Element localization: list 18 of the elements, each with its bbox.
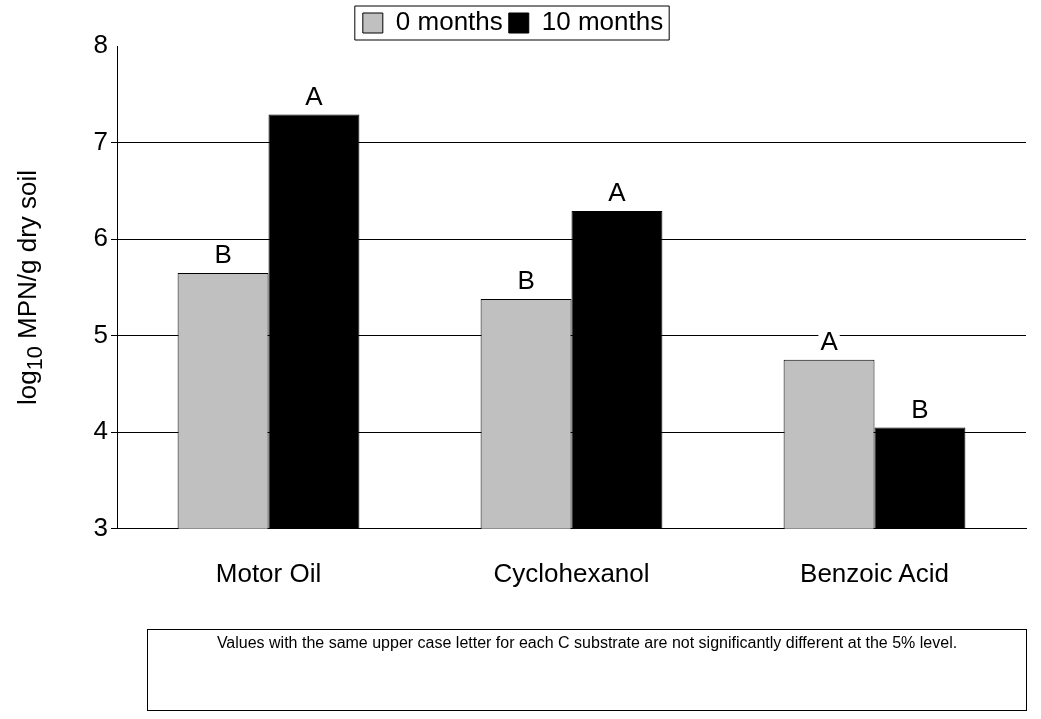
annotation: A: [305, 80, 324, 111]
legend-label: 10 months: [541, 6, 664, 37]
text: Values with the same upper case letter for each C substrate are not significantly different at the 5% level.: [147, 629, 1027, 711]
y-tick-label: 3: [93, 511, 108, 542]
annotation: A: [820, 325, 839, 356]
y-tick-label: 4: [93, 415, 108, 446]
annotation: A: [608, 177, 627, 208]
x-tick-label: Motor Oil: [215, 557, 322, 588]
legend-label: 0 months: [395, 6, 503, 37]
x-tick-label: Cyclohexanol: [493, 557, 650, 588]
y-tick-label: 6: [93, 222, 108, 253]
y-tick-label: 8: [93, 29, 108, 60]
annotation: B: [911, 393, 929, 424]
y-tick-label: 7: [93, 125, 108, 156]
annotation: B: [517, 265, 535, 296]
y-tick-label: 5: [93, 318, 108, 349]
x-tick-label: Benzoic Acid: [800, 557, 949, 588]
annotation: B: [214, 239, 232, 270]
